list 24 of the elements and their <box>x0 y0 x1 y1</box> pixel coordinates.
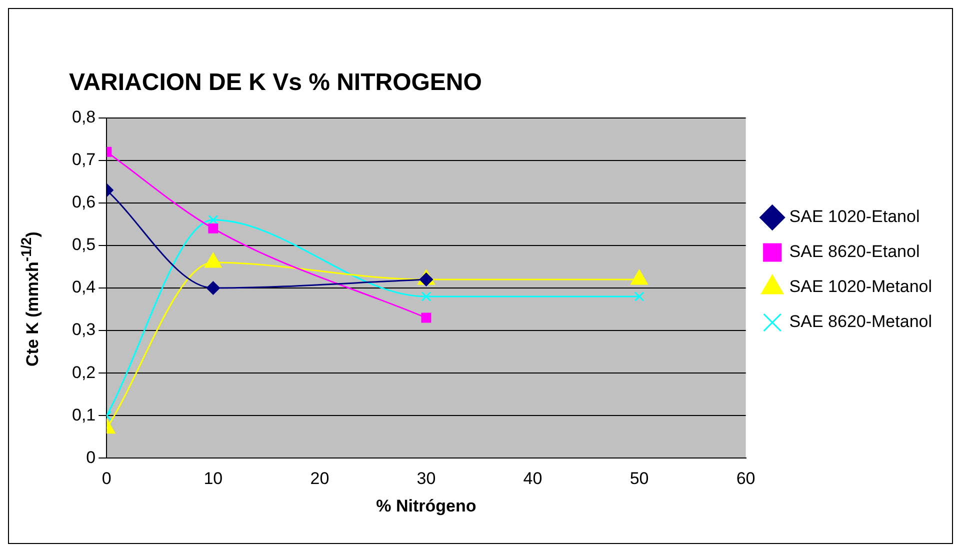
chart-title: VARIACION DE K Vs % NITROGENO <box>69 69 482 96</box>
point <box>421 292 432 302</box>
point <box>421 312 432 323</box>
x-tick-label: 30 <box>416 469 436 488</box>
legend-label: SAE 8620-Metanol <box>789 312 932 332</box>
x-axis-title: % Nitrógeno <box>376 496 476 516</box>
legend-label: SAE 8620-Etanol <box>789 242 920 262</box>
x-tick-label: 60 <box>736 469 756 488</box>
x-tick-label: 10 <box>204 469 223 488</box>
y-tick-label: 0,8 <box>72 107 96 126</box>
legend-label: SAE 1020-Etanol <box>789 207 920 226</box>
y-tick-label: 0,5 <box>72 235 96 254</box>
y-tick-label: 0,1 <box>72 405 96 424</box>
y-tick-label: 0,2 <box>72 362 96 382</box>
legend-label: SAE 1020-Metanol <box>789 277 932 296</box>
x-tick-label: 20 <box>310 469 330 488</box>
y-tick-label: 0,7 <box>72 150 96 170</box>
x-tick-label: 0 <box>102 469 112 488</box>
x-tick-label: 40 <box>523 469 542 488</box>
x-tick-label: 50 <box>630 469 649 488</box>
y-tick-label: 0,6 <box>72 192 96 212</box>
y-tick-label: 0,3 <box>72 320 96 340</box>
y-tick-label: 0,4 <box>72 278 96 297</box>
y-tick-label: 0 <box>86 448 96 467</box>
